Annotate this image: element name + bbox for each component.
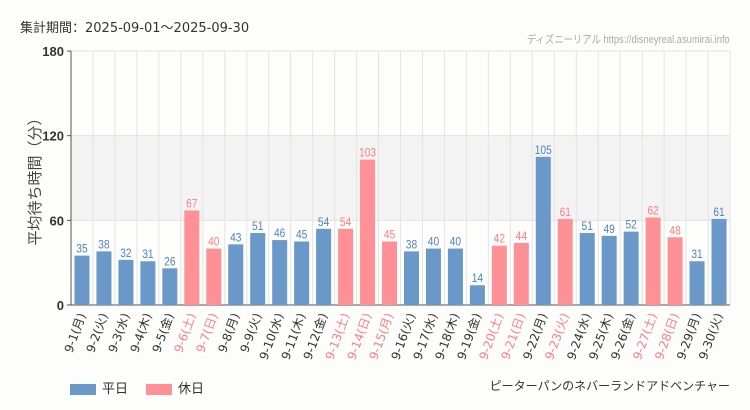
site-credit: ディズニーリアル https://disneyreal.asumirai.inf… [527, 34, 730, 46]
data-label: 31 [691, 249, 702, 262]
bar-holiday [513, 242, 529, 305]
legend: 平日 休日 [70, 378, 204, 397]
data-label: 103 [359, 147, 376, 160]
period-label: 集計期間：2025-09-01～2025-09-30 [20, 21, 250, 36]
bar-holiday [491, 245, 507, 305]
data-label: 40 [428, 236, 439, 249]
legend-holiday-label: 休日 [178, 382, 205, 397]
data-label: 38 [98, 239, 109, 252]
legend-weekday: 平日 [70, 378, 128, 397]
bar-holiday [645, 217, 661, 305]
bar-weekday [118, 259, 134, 305]
bar-weekday [162, 268, 178, 305]
bar-weekday [447, 248, 463, 305]
bar-holiday [338, 228, 354, 305]
data-label: 54 [340, 216, 351, 229]
bar-weekday [272, 240, 288, 305]
bar-holiday [382, 241, 398, 305]
bar-weekday [74, 255, 90, 305]
attraction-name: ピーターパンのネバーランドアドベンチャー [489, 379, 730, 393]
data-label: 44 [516, 230, 527, 243]
data-label: 40 [208, 236, 219, 249]
data-label: 105 [535, 144, 552, 157]
data-label: 40 [450, 236, 461, 249]
data-label: 32 [120, 247, 131, 260]
bar-holiday [557, 218, 573, 305]
bar-weekday [623, 231, 639, 305]
bar-weekday [711, 218, 727, 305]
data-label: 51 [582, 220, 593, 233]
data-label: 54 [318, 216, 329, 229]
bar-weekday [535, 156, 551, 305]
data-label: 52 [625, 219, 636, 232]
bar-weekday [250, 233, 266, 305]
y-axis-label: 平均待ち時間（分） [26, 110, 44, 245]
data-label: 14 [472, 273, 483, 286]
data-label: 42 [494, 233, 505, 246]
bar-weekday [689, 261, 705, 305]
y-tick-label: 180 [42, 44, 64, 59]
data-label: 61 [560, 206, 571, 219]
y-tick-label: 0 [57, 298, 64, 313]
legend-holiday: 休日 [146, 378, 204, 397]
y-tick-label: 60 [50, 213, 64, 228]
bar-weekday [601, 235, 617, 305]
data-label: 26 [164, 256, 175, 269]
data-label: 35 [76, 243, 87, 256]
bar-holiday [360, 159, 376, 305]
data-label: 31 [142, 249, 153, 262]
data-label: 48 [669, 225, 680, 238]
legend-weekday-swatch [70, 384, 96, 395]
data-label: 51 [252, 220, 263, 233]
legend-weekday-label: 平日 [102, 382, 129, 397]
bar-holiday [206, 248, 222, 305]
bar-weekday [228, 244, 244, 305]
data-label: 67 [186, 198, 197, 211]
data-label: 45 [384, 229, 395, 242]
bar-holiday [667, 237, 683, 305]
data-label: 62 [647, 205, 658, 218]
data-label: 61 [713, 206, 724, 219]
bar-holiday [184, 210, 200, 305]
bar-weekday [403, 251, 419, 305]
bar-weekday [579, 233, 595, 305]
data-label: 49 [604, 223, 615, 236]
bar-weekday [316, 228, 332, 305]
legend-holiday-swatch [146, 384, 173, 395]
data-label: 46 [274, 227, 285, 240]
bar-weekday [469, 285, 485, 305]
bar-weekday [294, 241, 310, 305]
bar-weekday [425, 248, 441, 305]
data-label: 43 [230, 232, 241, 245]
y-tick-label: 120 [42, 129, 64, 144]
bar-weekday [140, 261, 156, 305]
bar-weekday [96, 251, 112, 305]
data-label: 38 [406, 239, 417, 252]
data-label: 45 [296, 229, 307, 242]
